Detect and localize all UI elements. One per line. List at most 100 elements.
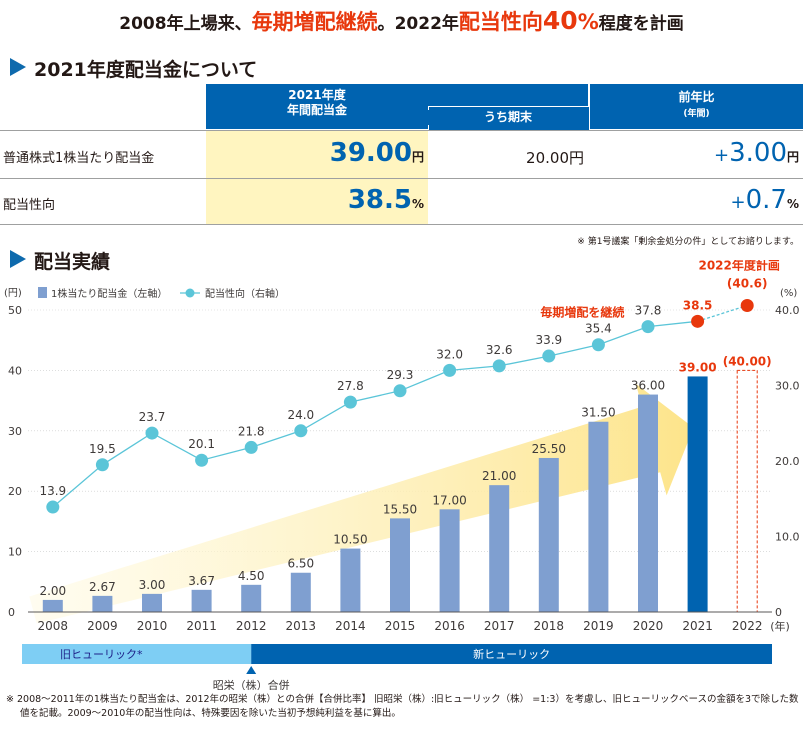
right-axis-unit: (%) [780,288,797,299]
payout-point-2015 [393,384,407,398]
payout-point-2020 [641,320,655,334]
new-hulic-band [251,644,772,664]
x-tick-label: 2015 [385,619,416,633]
x-tick-label: 2020 [633,619,664,633]
payout-point-2017 [492,359,506,373]
bar-value-label: (40.00) [723,354,772,368]
header-yoy: 前年比 [590,90,803,105]
left-tick-label: 50 [8,304,22,317]
old-hulic-label: 旧ヒューリック* [60,648,143,661]
x-tick-label: 2008 [38,619,69,633]
payout-value-label: 37.8 [635,304,662,318]
bar-2014 [340,548,361,612]
chart-axes: 0 10 20 30 40 50 0 10.0 20.0 30.0 40.0 (円) (%) 2008 20… [4,288,800,633]
legend-line-label: 配当性向（右軸） [205,287,285,300]
footnote-line2: 値を記載。2009～2010年の配当性向は、特殊要因を除いた当初予想純利益を基に… [20,708,401,719]
payout-value-label: 32.6 [486,343,513,357]
x-tick-label: 2012 [236,619,267,633]
headline-part5: 40 [542,6,578,35]
right-tick-label: 30.0 [775,380,800,393]
bar-2008 [42,599,63,612]
x-tick-label: 2017 [484,619,515,633]
row2-yoy: +0.7% [592,185,799,215]
row2-annual-unit: % [411,197,424,211]
bar-value-label: 3.67 [188,574,215,588]
row1-annual: 39.00円 [206,138,424,168]
payout-point-2019 [591,338,605,352]
payout-point-2010 [145,426,159,440]
x-tick-label: 2016 [434,619,465,633]
row1-label: 普通株式1株当たり配当金 [3,151,155,166]
dividend-chart: 2.00 2.67 3.00 3.67 4.50 6.50 10.50 15.50 17.00 2… [4,260,800,690]
payout-value-label: 24.0 [287,408,314,422]
x-tick-label: 2022 [732,619,763,633]
payout-value-label: 21.8 [238,424,265,438]
plan-annotation: 2022年度計画 [698,260,779,272]
payout-point-2011 [195,453,209,467]
merger-label: 昭栄（株）合併 [213,678,290,690]
row2-yoy-unit: % [786,197,799,211]
payout-value-label: 38.5 [683,298,713,312]
bar-value-label: 10.50 [333,533,367,547]
growth-arrow-shape [29,383,694,624]
old-hulic-band [22,644,252,664]
payout-value-label: 20.1 [188,437,215,451]
headline-part7: 程度を計画 [598,14,684,34]
bar-value-label: 4.50 [238,569,265,583]
header-annual: 2021年度 年間配当金 [206,88,428,118]
row-divider [0,130,803,131]
left-tick-label: 20 [8,485,22,498]
x-tick-label: 2011 [186,619,217,633]
bar-value-label: 6.50 [287,557,314,571]
payout-ratio-line-planned [697,304,748,322]
headline-part2: 毎期増配継続 [251,10,378,34]
row2-annual: 38.5% [206,185,424,215]
payout-point-2016 [443,363,457,377]
payout-value-label: 29.3 [387,368,414,382]
bar-value-label: 2.00 [39,584,66,598]
x-tick-label: 2019 [583,619,614,633]
section2-title: 配当実績 [34,251,111,273]
payout-point-2014 [343,395,357,409]
payout-ratio-line [52,320,698,508]
payout-point-2022 [740,298,754,312]
left-axis-unit: (円) [4,288,22,299]
payout-value-label: 13.9 [39,484,66,498]
bar-series [42,369,758,613]
bar-value-label: 25.50 [532,442,566,456]
bar-value-label: 39.00 [679,360,717,374]
header-annual-line2: 年間配当金 [286,103,347,117]
row1-annual-unit: 円 [411,150,424,164]
row1-yoy-sign: + [714,145,730,166]
x-tick-label: 2009 [87,619,118,633]
bar-value-label: 2.67 [89,580,116,594]
bar-2012 [241,584,262,612]
payout-value-label: 23.7 [139,410,166,424]
x-tick-label: 2013 [286,619,317,633]
bar-2011 [191,589,212,612]
bar-value-label: 31.50 [581,406,615,420]
bar-2018 [538,457,559,612]
x-tick-label: 2014 [335,619,366,633]
row2-label: 配当性向 [3,198,56,213]
legend-line-marker [185,288,195,298]
bar-2013 [290,572,311,612]
bar-2019 [588,421,609,612]
left-tick-label: 10 [8,546,22,559]
bar-2017 [489,485,510,612]
payout-point-2018 [542,349,556,363]
merger-marker-icon [246,666,257,674]
legend-bar-label: 1株当たり配当金（左軸） [51,287,167,300]
bar-value-label: 3.00 [139,578,166,592]
legend-bar-swatch [38,287,47,298]
x-axis-unit: (年) [770,619,790,633]
row2-annual-value: 38.5 [347,185,412,215]
row1-annual-value: 39.00 [329,138,412,168]
right-tick-label: 10.0 [775,531,800,544]
headline-part4: 配当性向 [458,10,543,34]
section1-arrow-icon [10,58,26,76]
row-divider [0,224,803,225]
payout-point-2013 [294,424,308,438]
payout-value-label: 19.5 [89,442,116,456]
